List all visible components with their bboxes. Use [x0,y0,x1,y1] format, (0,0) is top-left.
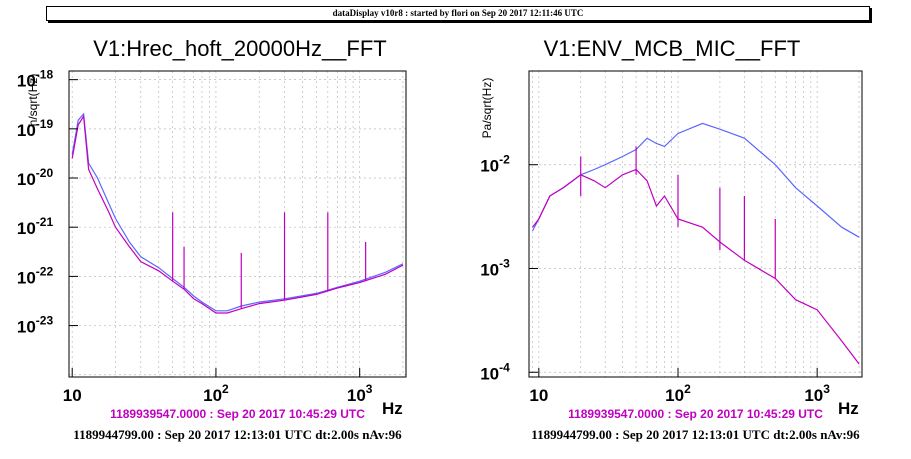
chart-title: V1:ENV_MCB_MIC__FFT [544,36,801,61]
y-tick-label: 10-18 [17,68,54,91]
series-line-0 [531,122,860,238]
plot-frame [68,70,407,378]
x-tick-label: 10 [529,386,548,405]
x-tick-label: 10 [63,386,82,405]
y-tick-label: 10-23 [17,314,54,337]
y-tick-label: 10-21 [17,215,54,238]
x-tick-label: 103 [347,382,373,405]
chart-title: V1:Hrec_hoft_20000Hz__FFT [93,36,387,61]
grid [529,71,862,377]
y-tick-label: 10-2 [480,153,510,176]
x-tick-label: 102 [665,382,691,405]
y-tick-label: 10-22 [17,264,54,287]
grid [69,71,406,377]
x-tick-label: 102 [203,382,229,405]
chart-subtitle: 1189939547.0000 : Sep 20 2017 10:45:29 U… [568,407,823,421]
series-line-0 [71,112,404,312]
series-line-1 [532,168,860,365]
x-tick-label: 103 [804,382,830,405]
x-axis-label: Hz [838,399,859,418]
y-axis-label: Pa/sqrt(Hz) [480,78,494,139]
x-axis-label: Hz [382,399,403,418]
chart-footer: 1189944799.00 : Sep 20 2017 12:13:01 UTC… [73,427,402,442]
y-tick-label: 10-4 [480,360,510,383]
chart-1: V1:ENV_MCB_MIC__FFT Pa/sqrt(Hz) 10 102 103 Hz… [480,36,863,442]
y-tick-label: 10-3 [480,256,510,279]
app-banner: dataDisplay v10r8 : started by flori on … [46,6,870,21]
chart-footer: 1189944799.00 : Sep 20 2017 12:13:01 UTC… [531,427,860,442]
plot-frame [528,70,863,378]
chart-0: V1:Hrec_hoft_20000Hz__FFT h/sqrt(Hz) 10 102… [17,36,407,442]
chart-subtitle: 1189939547.0000 : Sep 20 2017 10:45:29 U… [110,407,365,421]
y-tick-label: 10-19 [17,117,54,140]
y-tick-label: 10-20 [17,166,54,189]
y-axis-label: h/sqrt(Hz) [26,74,40,127]
series-line-1 [71,114,404,314]
